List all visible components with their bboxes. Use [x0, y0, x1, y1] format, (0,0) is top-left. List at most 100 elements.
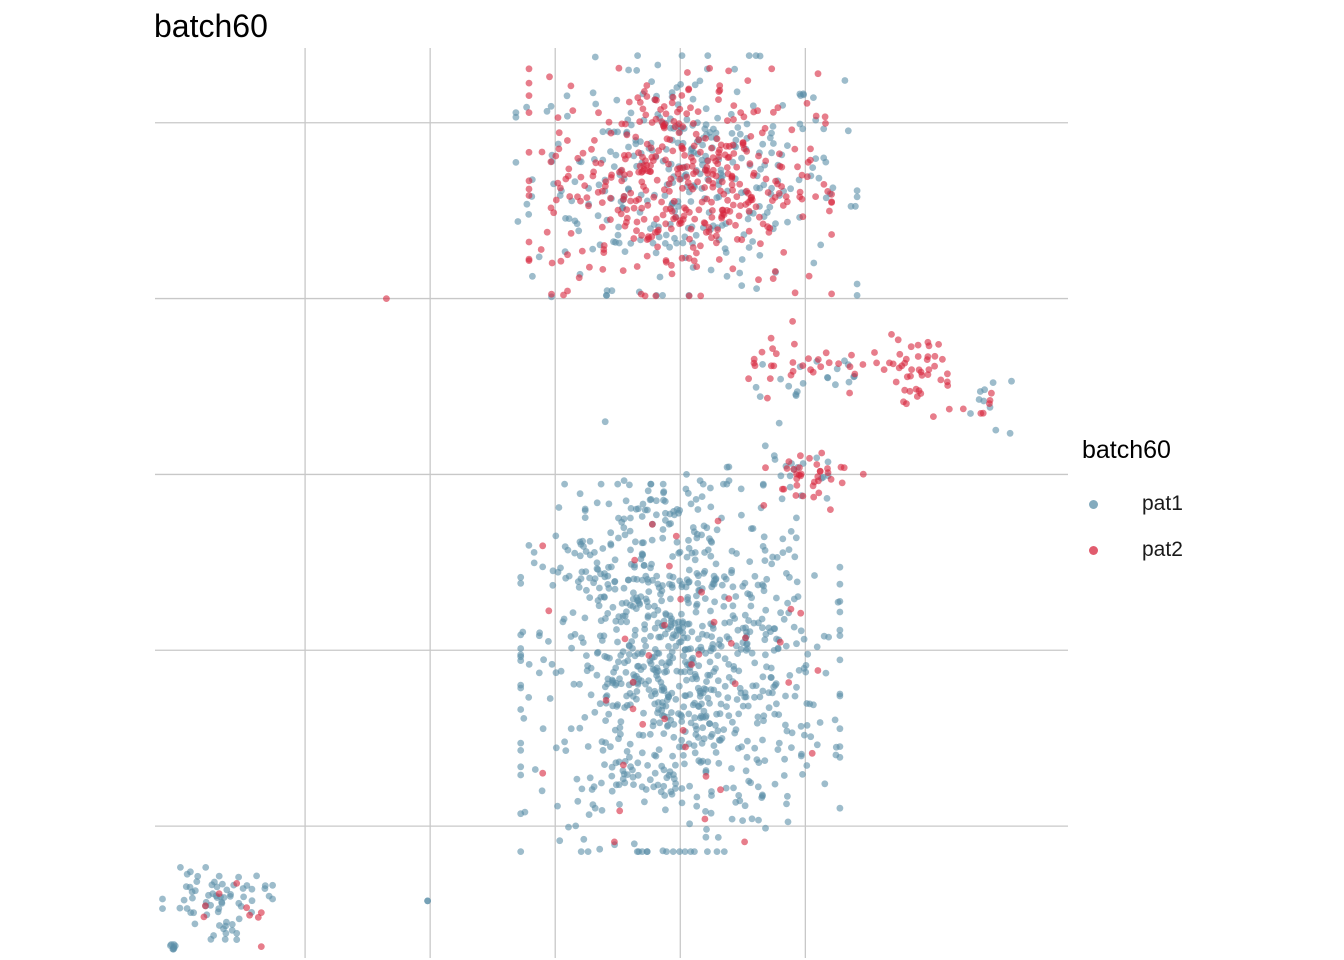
data-point-pat1 — [1006, 429, 1014, 437]
data-point-pat1 — [568, 644, 575, 652]
data-point-pat1 — [731, 65, 738, 73]
data-point-pat1 — [556, 837, 564, 845]
data-point-pat2 — [627, 189, 635, 197]
data-point-pat2 — [679, 184, 686, 192]
data-point-pat1 — [608, 287, 616, 295]
data-point-pat2 — [581, 182, 589, 190]
data-point-pat2 — [759, 220, 767, 228]
data-point-pat2 — [648, 153, 656, 161]
data-point-pat1 — [672, 785, 679, 792]
data-point-pat1 — [734, 650, 741, 657]
data-point-pat2 — [718, 178, 726, 186]
data-point-pat1 — [756, 693, 764, 701]
data-point-pat1 — [643, 848, 651, 855]
data-point-pat1 — [823, 495, 831, 502]
data-point-pat2 — [701, 220, 709, 227]
data-point-pat1 — [626, 753, 633, 761]
data-point-pat2 — [592, 159, 600, 167]
data-point-pat2 — [598, 223, 606, 231]
data-point-pat1 — [695, 662, 703, 670]
data-point-pat1 — [707, 733, 715, 740]
data-point-pat2 — [635, 195, 643, 203]
data-point-pat2 — [752, 203, 760, 211]
data-point-pat1 — [523, 200, 531, 208]
data-point-pat1 — [784, 599, 791, 607]
data-point-pat1 — [525, 694, 533, 701]
data-point-pat2 — [931, 352, 939, 360]
data-point-pat1 — [645, 677, 652, 685]
data-point-pat1 — [694, 702, 702, 710]
data-point-pat2 — [986, 400, 993, 407]
data-point-pat1 — [669, 752, 676, 760]
data-point-pat1 — [617, 718, 625, 726]
data-point-pat1 — [699, 724, 707, 732]
data-point-pat1 — [646, 776, 654, 784]
data-point-pat1 — [714, 114, 721, 122]
data-point-pat2 — [662, 110, 670, 118]
data-point-pat1 — [554, 802, 561, 810]
data-point-pat1 — [586, 594, 594, 601]
data-point-pat2 — [923, 356, 931, 363]
data-point-pat1 — [800, 635, 808, 643]
data-point-pat1 — [737, 485, 745, 493]
data-point-pat1 — [621, 248, 629, 256]
data-point-pat2 — [620, 761, 627, 769]
data-point-pat2 — [681, 152, 688, 159]
data-point-pat1 — [774, 645, 782, 653]
data-point-pat1 — [607, 148, 614, 156]
data-point-pat1 — [784, 218, 791, 226]
data-point-pat1 — [235, 915, 243, 923]
data-point-pat1 — [676, 548, 684, 556]
data-point-pat1 — [571, 217, 579, 225]
data-point-pat2 — [776, 150, 783, 158]
data-point-pat1 — [531, 766, 539, 773]
data-point-pat1 — [732, 593, 740, 600]
data-point-pat1 — [736, 269, 744, 277]
data-point-pat2 — [935, 341, 942, 348]
data-point-pat1 — [688, 628, 696, 636]
data-point-pat2 — [705, 177, 713, 184]
data-point-pat1 — [595, 602, 603, 610]
data-point-pat2 — [547, 158, 555, 166]
data-point-pat1 — [720, 603, 728, 610]
data-point-pat1 — [799, 380, 807, 387]
data-point-pat1 — [633, 594, 640, 602]
data-point-pat2 — [653, 176, 661, 184]
data-point-pat1 — [683, 116, 691, 123]
data-point-pat1 — [793, 683, 800, 691]
data-point-pat2 — [880, 366, 888, 373]
data-point-pat1 — [678, 52, 686, 59]
data-point-pat1 — [604, 581, 612, 588]
data-point-pat1 — [733, 696, 741, 703]
data-point-pat2 — [714, 226, 721, 234]
data-point-pat2 — [653, 215, 660, 223]
data-point-pat2 — [698, 588, 705, 596]
data-point-pat2 — [622, 155, 629, 163]
data-point-pat2 — [708, 214, 716, 221]
data-point-pat2 — [695, 206, 703, 214]
data-point-pat2 — [769, 275, 777, 282]
data-point-pat2 — [745, 375, 752, 383]
data-point-pat2 — [652, 292, 660, 300]
data-point-pat1 — [634, 759, 642, 767]
data-point-pat1 — [693, 802, 701, 810]
data-point-pat2 — [607, 194, 614, 202]
data-point-pat1 — [535, 253, 543, 261]
data-point-pat1 — [723, 463, 731, 471]
data-point-pat1 — [804, 650, 812, 658]
data-point-pat1 — [517, 848, 525, 855]
data-point-pat2 — [642, 187, 650, 194]
data-point-pat1 — [743, 120, 751, 128]
data-point-pat2 — [822, 349, 830, 357]
data-point-pat2 — [645, 652, 653, 659]
data-point-pat1 — [831, 716, 839, 724]
data-point-pat1 — [680, 703, 688, 711]
data-point-pat1 — [599, 128, 607, 136]
data-point-pat1 — [713, 848, 721, 855]
data-point-pat2 — [809, 368, 817, 376]
data-point-pat1 — [625, 66, 632, 74]
data-point-pat2 — [945, 405, 953, 413]
data-point-pat1 — [763, 575, 771, 583]
data-point-pat1 — [681, 848, 689, 855]
